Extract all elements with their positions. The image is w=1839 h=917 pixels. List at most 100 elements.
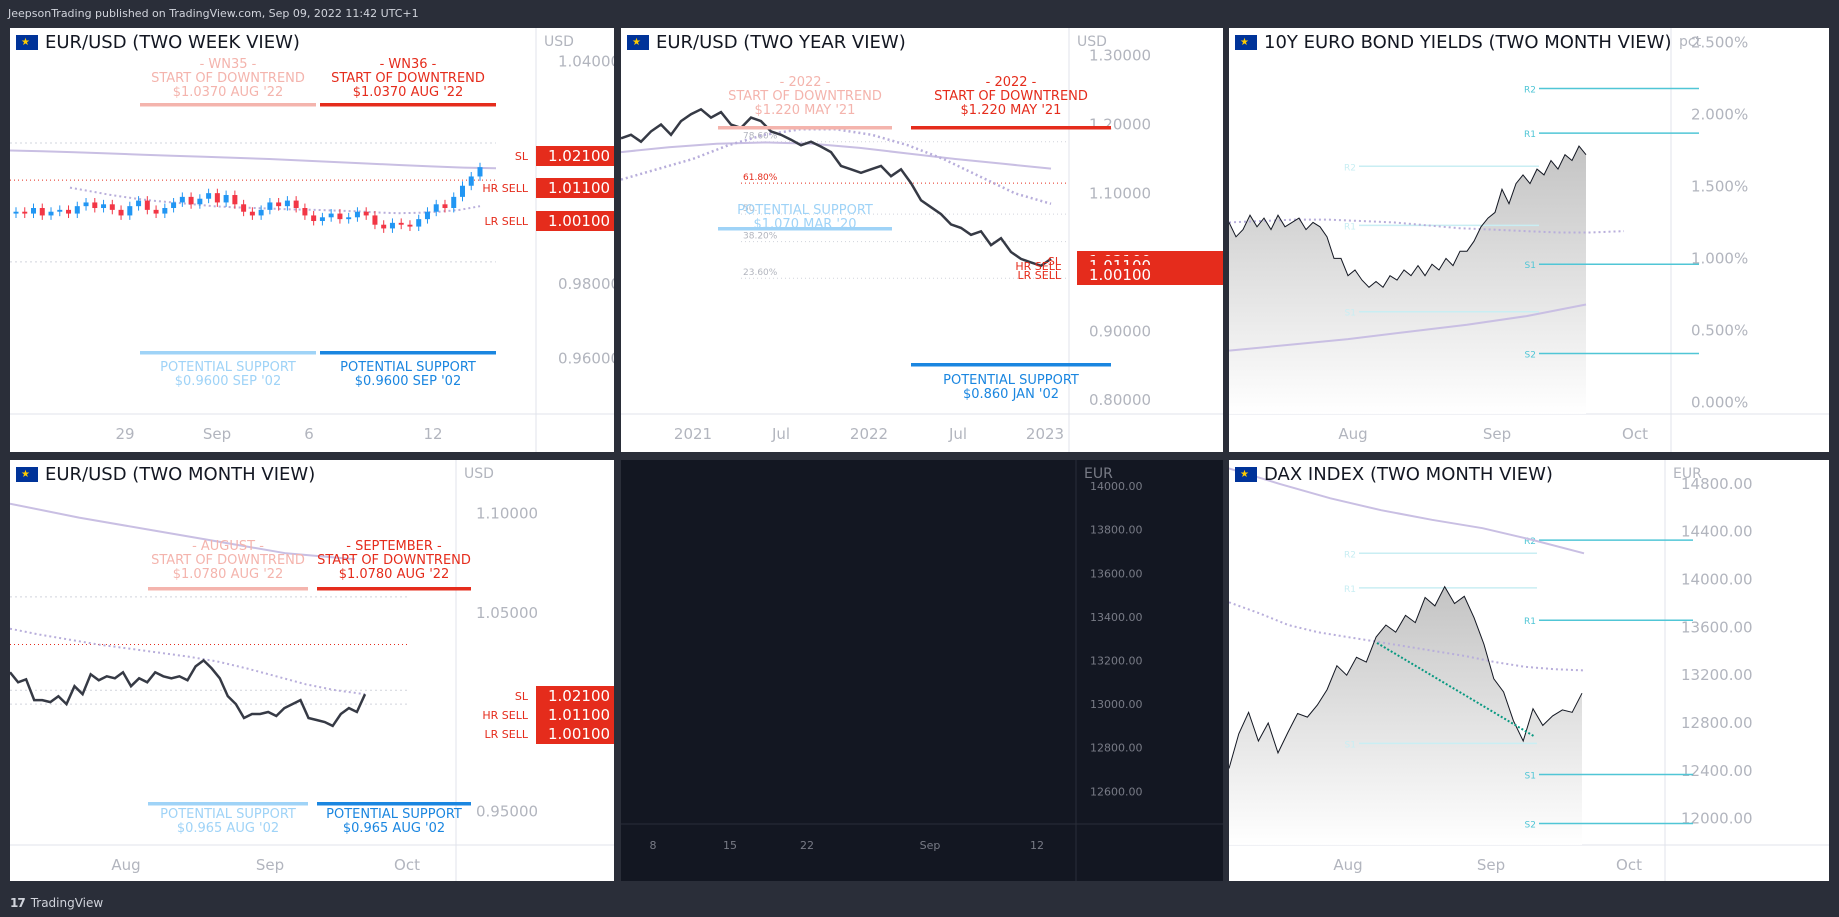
chart-title-text: EUR/USD (TWO YEAR VIEW) xyxy=(656,32,906,53)
candle-body xyxy=(424,211,430,220)
annotation-text: $1.220 MAY '21 xyxy=(755,103,856,118)
annotation-text: $1.0780 AUG '22 xyxy=(339,567,450,582)
candle-body xyxy=(293,200,299,209)
slow-ma-line xyxy=(10,149,497,170)
annotation-text: $0.9600 SEP '02 xyxy=(175,374,281,389)
annotation: POTENTIAL SUPPORT$0.9600 SEP '02 xyxy=(320,351,496,389)
annotation-text: $0.860 JAN '02 xyxy=(963,387,1059,402)
currency-label: EUR xyxy=(1673,466,1702,482)
annotation-text: $1.0370 AUG '22 xyxy=(353,85,464,100)
y-tick-label: 0.98000 xyxy=(558,275,614,293)
annotation-text: START OF DOWNTREND xyxy=(728,89,882,104)
annotation: - SEPTEMBER -START OF DOWNTREND$1.0780 A… xyxy=(317,539,471,591)
tradingview-logo-icon: 17 xyxy=(10,896,26,910)
x-tick-label: 12 xyxy=(1030,839,1044,852)
annotation: POTENTIAL SUPPORT$0.9600 SEP '02 xyxy=(140,351,316,389)
candle-body xyxy=(232,195,238,205)
annotation: - AUGUST -START OF DOWNTREND$1.0780 AUG … xyxy=(148,539,308,591)
candle-body xyxy=(337,213,343,220)
candle-body xyxy=(433,204,439,212)
attribution-text: JeepsonTrading published on TradingView.… xyxy=(8,7,419,20)
pivot-label: R1 xyxy=(1344,585,1356,595)
x-tick-label: Jul xyxy=(948,425,967,443)
candle-body xyxy=(468,176,474,186)
y-tick-label: 12800.00 xyxy=(1090,742,1143,755)
y-tick-label: 1.04000 xyxy=(558,52,614,70)
pivot-label: S1 xyxy=(1525,771,1536,781)
annotation: POTENTIAL SUPPORT$0.965 AUG '02 xyxy=(317,802,471,836)
level-price-text: 1.00100 xyxy=(548,725,610,743)
currency-label: USD xyxy=(464,466,494,482)
candle-body xyxy=(241,204,247,212)
chart-title: EUR/USD (TWO YEAR VIEW) xyxy=(627,32,906,53)
candle-body xyxy=(302,208,308,216)
y-tick-label: 12800.00 xyxy=(1681,714,1753,732)
candle-body xyxy=(162,208,168,214)
chart-svg: pct Aug Sep Oct 2.500% 2.000% 1.500% 1.000% 0.50… xyxy=(1229,28,1829,452)
y-tick-label: 0.500% xyxy=(1691,321,1748,339)
candle-body xyxy=(249,211,255,216)
candle-body xyxy=(459,185,465,197)
annotation-text: $1.0370 AUG '22 xyxy=(173,85,284,100)
pivot-label: R1 xyxy=(1524,130,1536,140)
footer-bar: 17 TradingView xyxy=(0,889,1839,917)
panel-dax-index[interactable]: EUR Aug Sep Oct 14800.00 14400.00 14000.00 1360… xyxy=(1229,460,1829,881)
annotation-underline xyxy=(148,802,308,806)
candle-body xyxy=(127,206,133,216)
candle-body xyxy=(179,196,185,203)
pivot-label: S2 xyxy=(1525,351,1536,361)
slow-ma-line xyxy=(1229,303,1587,352)
y-tick-label: 14800.00 xyxy=(1681,475,1753,493)
annotation-text: POTENTIAL SUPPORT xyxy=(160,807,296,822)
y-tick-label: 13200.00 xyxy=(1090,655,1143,668)
annotation: POTENTIAL SUPPORT$1.070 MAR '20 xyxy=(718,203,892,232)
fib-level-label: 50. xyxy=(743,204,757,214)
candle-body xyxy=(188,196,194,205)
eu-flag-icon xyxy=(1235,35,1257,50)
eu-flag-icon xyxy=(16,35,38,50)
panel-empty-dark[interactable]: EUR 8 15 22 Sep 12 14000.00 13800.00 13600.00 134… xyxy=(621,460,1223,881)
pivot-label: S1 xyxy=(1345,740,1356,750)
candle-body xyxy=(153,209,159,214)
level-price-box xyxy=(536,178,614,198)
annotation-underline xyxy=(718,126,892,130)
chart-title: EUR/USD (TWO WEEK VIEW) xyxy=(16,32,300,53)
level-label: HR SELL xyxy=(482,709,528,722)
candle-body xyxy=(57,209,63,212)
panel-eurusd-two-week[interactable]: USD 29 Sep 6 12 1.04000 0.98000 0.96000 SL 1.0210… xyxy=(10,28,614,452)
panel-eurusd-two-year[interactable]: USD 2021 Jul 2022 Jul 2023 1.30000 1.20000 1.100… xyxy=(621,28,1223,452)
chart-svg: USD 2021 Jul 2022 Jul 2023 1.30000 1.20000 1.100… xyxy=(621,28,1223,452)
candle-body xyxy=(101,204,107,209)
x-tick-label: Aug xyxy=(1333,856,1362,874)
trend-line xyxy=(1376,642,1535,738)
y-tick-label: 1.30000 xyxy=(1089,47,1151,65)
annotation-underline xyxy=(140,103,316,107)
y-tick-label: 0.96000 xyxy=(558,349,614,367)
chart-title: DAX INDEX (TWO MONTH VIEW) xyxy=(1235,464,1553,485)
y-tick-label: 12600.00 xyxy=(1090,785,1143,798)
annotation: POTENTIAL SUPPORT$0.860 JAN '02 xyxy=(911,363,1111,402)
candle-body xyxy=(477,167,483,177)
annotation: - 2022 -START OF DOWNTREND$1.220 MAY '21 xyxy=(911,75,1111,130)
x-tick-label: Aug xyxy=(1338,425,1367,443)
candle-body xyxy=(363,211,369,216)
x-tick-label: Jul xyxy=(771,425,790,443)
annotation-text: - 2022 - xyxy=(986,75,1037,90)
candle-body xyxy=(442,204,448,209)
panel-euro-bond-yields[interactable]: pct Aug Sep Oct 2.500% 2.000% 1.500% 1.000% 0.50… xyxy=(1229,28,1829,452)
annotation-text: POTENTIAL SUPPORT xyxy=(943,373,1079,388)
candle-body xyxy=(171,202,177,209)
candle-body xyxy=(381,224,387,229)
y-tick-label: 13600.00 xyxy=(1090,567,1143,580)
pivot-label: S1 xyxy=(1525,261,1536,271)
y-tick-label: 1.000% xyxy=(1691,249,1748,267)
annotation-text: POTENTIAL SUPPORT xyxy=(326,807,462,822)
level-price-box xyxy=(536,146,614,166)
slow-ma-line xyxy=(10,502,356,561)
candle-body xyxy=(398,222,404,225)
candle-body xyxy=(92,202,98,209)
x-tick-label: 29 xyxy=(115,425,134,443)
panel-eurusd-two-month[interactable]: USD Aug Sep Oct 1.10000 1.05000 0.95000 SL 1.021… xyxy=(10,460,614,881)
level-price-box xyxy=(1077,265,1223,285)
candle-body xyxy=(48,211,54,216)
